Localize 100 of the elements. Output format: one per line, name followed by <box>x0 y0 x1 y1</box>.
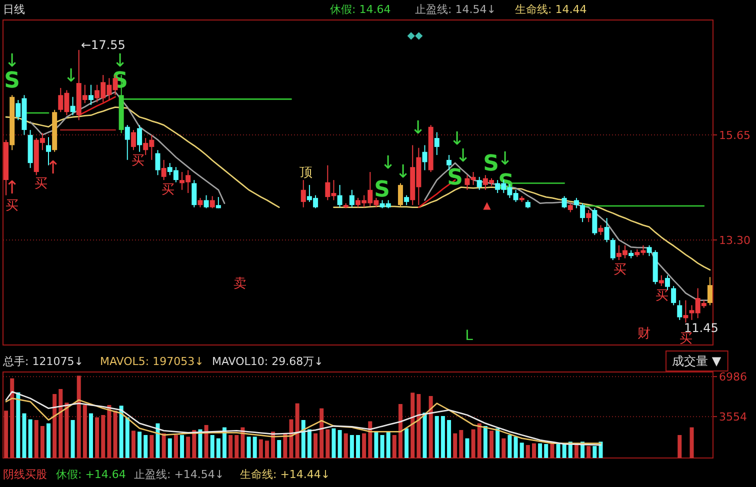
annotation: S <box>374 178 390 203</box>
bar <box>447 420 452 458</box>
annotation: ↓ <box>497 148 513 170</box>
candlestick <box>124 124 130 160</box>
bar <box>465 438 470 458</box>
annotation: ↓ <box>63 65 79 86</box>
bar <box>246 436 251 458</box>
bar <box>4 410 8 458</box>
text: 生命线: 14.44 <box>515 3 587 16</box>
annotation: ◆◆ <box>407 30 423 42</box>
bar <box>95 417 100 458</box>
candlestick <box>476 176 482 190</box>
annotation: ↓ <box>4 50 20 72</box>
annotation: 买 <box>656 288 668 304</box>
bar <box>138 432 142 458</box>
annotation: ↓ <box>410 117 426 138</box>
annotation: ↓ <box>112 50 128 72</box>
bar <box>34 420 38 458</box>
candlestick <box>88 84 94 106</box>
bar <box>252 436 257 458</box>
annotation: 卖 <box>234 276 246 292</box>
bar <box>264 440 269 458</box>
annotation: 财 <box>638 326 650 342</box>
candlestick <box>300 180 306 208</box>
annotation: 买 <box>614 262 626 278</box>
bar <box>490 430 494 458</box>
bar <box>58 389 63 458</box>
candlestick <box>658 274 664 286</box>
y-tick-label: 6986 <box>719 370 747 384</box>
text: 休假: +14.64 <box>56 468 126 481</box>
bar <box>283 434 288 458</box>
text: MAVOL10: 29.68万↓ <box>212 355 324 368</box>
bar <box>690 427 694 458</box>
bar <box>240 427 245 458</box>
candlestick <box>204 194 209 209</box>
annotation: 买 <box>34 176 48 192</box>
annotation: 买 <box>162 182 174 198</box>
candlestick <box>610 238 616 261</box>
bar <box>301 420 306 458</box>
bar <box>410 392 415 458</box>
bar <box>150 435 154 458</box>
candlestick <box>580 202 586 223</box>
bar <box>234 435 239 458</box>
y-tick-label: 13.30 <box>719 234 750 247</box>
bar <box>483 426 488 458</box>
candlestick <box>70 96 76 116</box>
bar <box>125 417 130 458</box>
text: MAVOL5: 197053↓ <box>100 355 204 368</box>
bar <box>562 443 566 458</box>
bar <box>326 429 330 458</box>
bar <box>496 428 500 458</box>
bar <box>10 378 14 458</box>
bar <box>144 435 148 458</box>
bar <box>107 405 112 458</box>
annotation: 买 <box>6 198 18 214</box>
bar <box>471 429 476 458</box>
candlestick <box>664 274 670 291</box>
bar <box>477 423 482 458</box>
candlestick <box>562 196 567 209</box>
bar <box>502 438 506 458</box>
bar <box>180 435 184 458</box>
annotation: S <box>483 152 499 177</box>
bar <box>374 432 378 458</box>
bar <box>101 415 106 458</box>
bar <box>386 432 390 458</box>
text: 日线 <box>3 3 25 16</box>
bar <box>332 428 336 458</box>
bar <box>514 436 518 458</box>
bar <box>314 433 318 458</box>
bar <box>556 444 560 458</box>
bar <box>28 419 32 458</box>
y-tick-label: 15.65 <box>719 128 750 142</box>
y-tick-label: 3554 <box>719 410 747 424</box>
candlestick <box>677 300 682 320</box>
bar <box>459 430 464 458</box>
bar <box>532 443 536 458</box>
candlestick <box>192 180 197 208</box>
annotation: ↑ <box>45 157 61 178</box>
candlestick <box>161 159 166 181</box>
candlestick <box>349 189 354 208</box>
text: 休假: 14.64 <box>330 3 391 16</box>
bar <box>216 438 220 458</box>
candlestick <box>707 276 712 306</box>
bar <box>46 423 51 458</box>
bar <box>156 423 160 458</box>
annotation: L <box>465 328 474 344</box>
bar <box>434 416 439 458</box>
bar <box>295 403 300 458</box>
bar <box>76 376 81 458</box>
bar <box>22 413 26 458</box>
candlestick <box>604 218 610 243</box>
bar <box>210 435 214 458</box>
annotation: ↓ <box>395 161 411 182</box>
annotation: S <box>4 68 20 94</box>
bar <box>228 435 233 458</box>
candlestick <box>130 129 136 151</box>
bar <box>174 435 178 458</box>
annotation: 顶 <box>300 166 312 181</box>
bar <box>131 430 136 458</box>
bar <box>186 436 190 458</box>
